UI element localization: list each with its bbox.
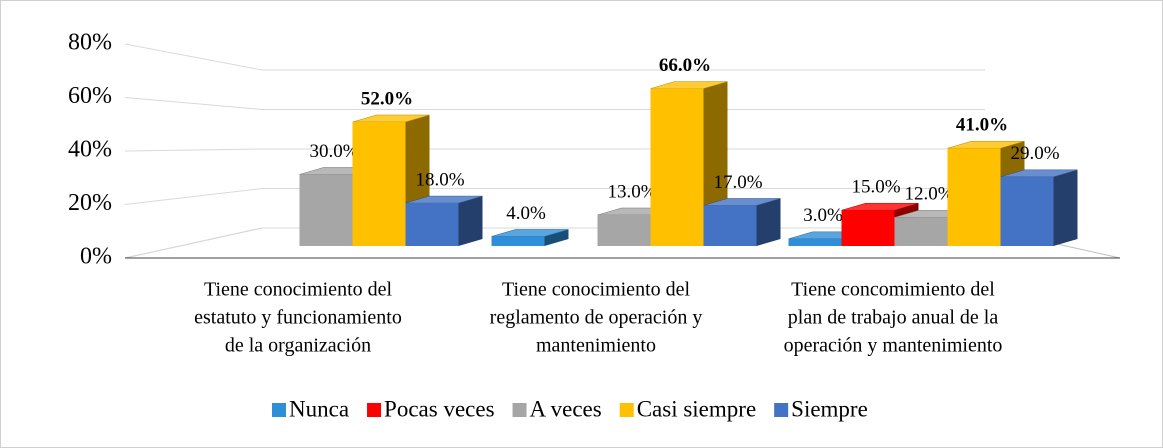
value-label: 18.0% — [415, 169, 464, 190]
value-label: 3.0% — [803, 205, 843, 226]
y-tick-label: 60% — [68, 83, 112, 109]
bar — [1000, 176, 1054, 246]
bar-side — [1053, 169, 1078, 246]
bar — [650, 88, 704, 246]
x-tick-label: plan de trabajo anual de la — [788, 307, 999, 329]
legend-swatch — [272, 403, 286, 417]
value-label: 41.0% — [956, 115, 1008, 136]
legend-swatch — [774, 403, 789, 417]
value-label: 29.0% — [1010, 143, 1059, 164]
y-tick-label: 80% — [68, 30, 112, 56]
bar — [405, 203, 459, 246]
bar — [947, 148, 1001, 246]
x-tick-label: Tiene conocimiento del — [204, 279, 393, 301]
grid-line — [124, 188, 985, 205]
grid-line — [124, 97, 985, 110]
bar — [841, 210, 895, 246]
x-tick-label: reglamento de operación y — [490, 307, 703, 329]
value-label: 17.0% — [713, 172, 762, 193]
value-label: 30.0% — [309, 141, 358, 162]
legend-label: Siempre — [791, 396, 868, 421]
bar — [703, 205, 757, 246]
grid-line — [124, 43, 985, 71]
x-tick-label: Tiene conocimiento del — [502, 279, 691, 301]
value-label: 52.0% — [361, 88, 413, 109]
y-tick-label: 0% — [80, 244, 112, 270]
value-label: 15.0% — [851, 177, 900, 198]
value-label: 13.0% — [607, 181, 656, 202]
legend-label: Nunca — [289, 396, 349, 421]
bar — [788, 238, 842, 246]
legend-label: Pocas veces — [384, 396, 495, 421]
y-tick-label: 40% — [68, 137, 112, 163]
legend-swatch — [367, 403, 382, 417]
x-tick-label: de la organización — [225, 335, 371, 357]
x-tick-label: estatuto y funcionamiento — [194, 307, 402, 329]
value-label: 4.0% — [506, 203, 546, 224]
bar — [597, 214, 651, 246]
bar — [299, 174, 353, 246]
legend-swatch — [512, 403, 527, 417]
bar-side — [458, 196, 483, 246]
legend-label: Casi siempre — [637, 396, 756, 421]
value-label: 66.0% — [659, 55, 711, 76]
x-tick-label: operación y mantenimiento — [784, 335, 1003, 357]
legend-swatch — [619, 403, 634, 417]
x-tick-label: mantenimiento — [536, 335, 656, 357]
grid-line — [124, 148, 985, 152]
value-label: 12.0% — [904, 184, 953, 205]
y-tick-label: 20% — [68, 190, 112, 216]
bar — [352, 121, 406, 246]
bar — [491, 236, 545, 246]
bar — [894, 217, 948, 246]
x-tick-label: Tiene concomimiento del — [791, 279, 995, 301]
legend-label: A veces — [530, 396, 602, 421]
bar-side — [756, 198, 781, 246]
bar-side — [544, 229, 569, 246]
